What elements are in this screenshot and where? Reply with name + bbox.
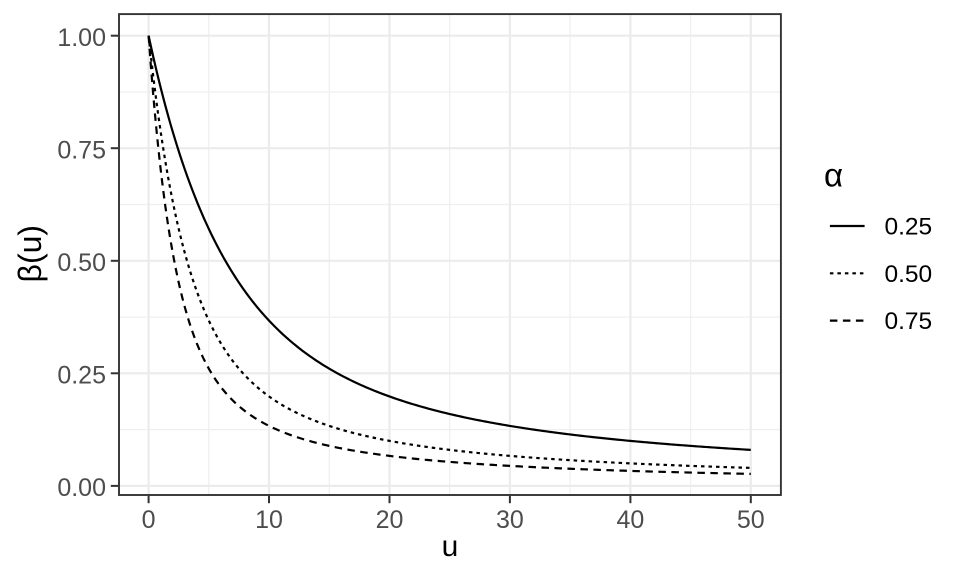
svg-text:0.25: 0.25 <box>57 362 106 390</box>
svg-text:40: 40 <box>616 506 644 534</box>
svg-text:0.50: 0.50 <box>57 249 106 277</box>
svg-text:20: 20 <box>376 506 404 534</box>
svg-text:0: 0 <box>142 506 156 534</box>
svg-text:1.00: 1.00 <box>57 24 106 52</box>
svg-text:0.00: 0.00 <box>57 474 106 502</box>
svg-text:0.25: 0.25 <box>885 214 933 241</box>
svg-text:u: u <box>442 530 459 563</box>
svg-text:0.75: 0.75 <box>57 136 106 164</box>
svg-text:β(u): β(u) <box>12 225 48 283</box>
svg-text:0.50: 0.50 <box>885 261 933 288</box>
svg-text:30: 30 <box>496 506 524 534</box>
svg-text:0.75: 0.75 <box>885 308 933 335</box>
svg-text:50: 50 <box>737 506 765 534</box>
svg-text:10: 10 <box>255 506 283 534</box>
svg-text:α: α <box>824 157 843 194</box>
